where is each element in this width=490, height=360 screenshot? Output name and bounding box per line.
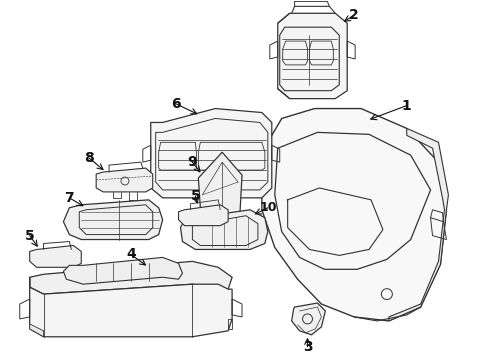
Text: 10: 10 (259, 201, 276, 214)
Polygon shape (198, 152, 242, 218)
Polygon shape (278, 13, 347, 99)
Text: 5: 5 (191, 189, 200, 203)
Text: 9: 9 (188, 155, 197, 169)
Polygon shape (63, 200, 163, 239)
Text: 1: 1 (402, 99, 412, 113)
Polygon shape (30, 261, 232, 294)
Polygon shape (389, 129, 448, 321)
Text: 7: 7 (65, 191, 74, 205)
Polygon shape (262, 109, 446, 321)
Polygon shape (30, 246, 81, 267)
Text: 4: 4 (126, 247, 136, 261)
Polygon shape (292, 303, 325, 335)
Polygon shape (30, 277, 232, 337)
Polygon shape (151, 109, 272, 198)
Polygon shape (178, 205, 228, 226)
Text: 3: 3 (303, 340, 312, 354)
Text: 5: 5 (25, 229, 35, 243)
Text: 2: 2 (349, 8, 359, 22)
Polygon shape (96, 168, 153, 192)
Polygon shape (63, 257, 182, 284)
Polygon shape (180, 210, 268, 249)
Text: 6: 6 (171, 96, 180, 111)
Text: 8: 8 (84, 151, 94, 165)
Polygon shape (30, 324, 44, 337)
